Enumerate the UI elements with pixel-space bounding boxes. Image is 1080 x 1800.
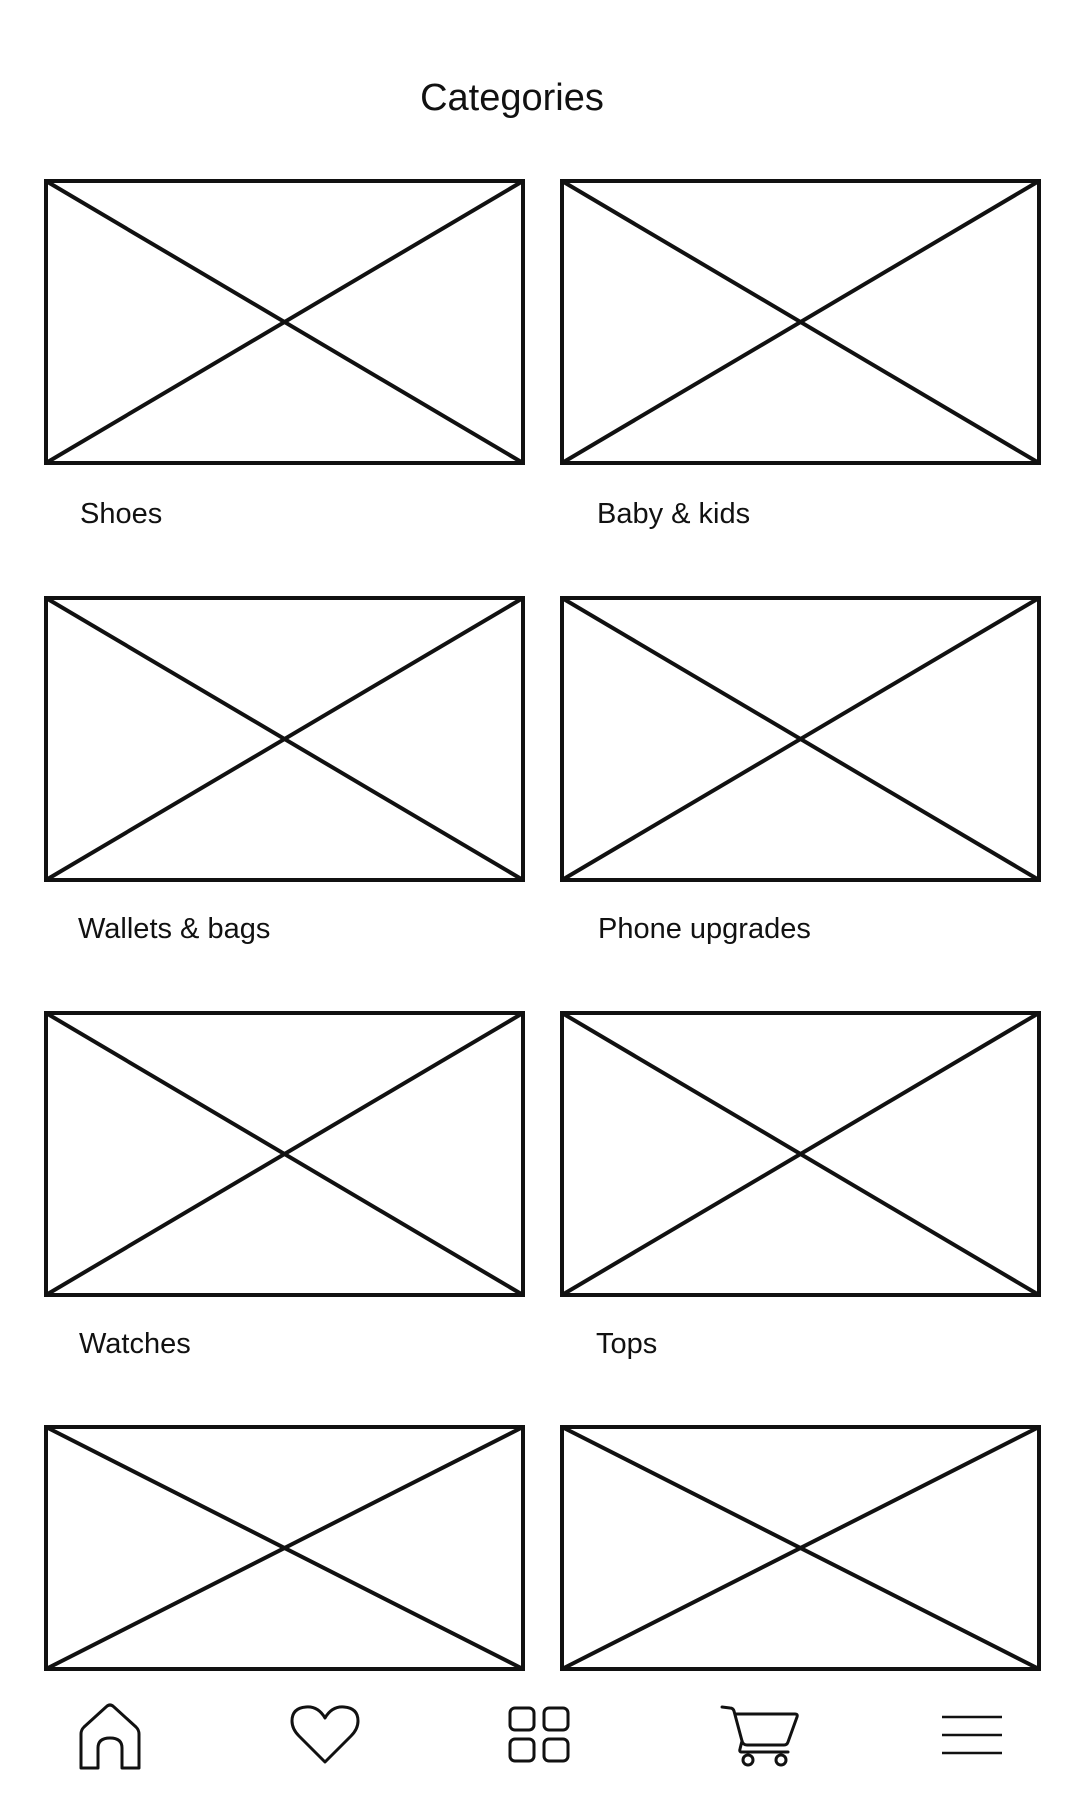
page-title: Categories xyxy=(420,77,604,119)
menu-button[interactable] xyxy=(922,1690,1022,1780)
image-placeholder xyxy=(560,596,1041,882)
home-button[interactable] xyxy=(60,1690,160,1780)
cart-icon xyxy=(720,1705,799,1767)
category-tile[interactable] xyxy=(560,1425,1041,1671)
category-label[interactable]: Watches xyxy=(79,1328,191,1360)
category-tile-shoes[interactable] xyxy=(44,179,525,465)
category-tile-baby-kids[interactable] xyxy=(560,179,1041,465)
image-placeholder xyxy=(44,179,525,465)
favorites-button[interactable] xyxy=(275,1690,375,1780)
cart-button[interactable] xyxy=(710,1690,810,1780)
category-label[interactable]: Wallets & bags xyxy=(78,913,271,945)
image-placeholder xyxy=(44,596,525,882)
category-tile-watches[interactable] xyxy=(44,1011,525,1297)
home-icon xyxy=(79,1703,141,1770)
category-tile-phone-upgrades[interactable] xyxy=(560,596,1041,882)
image-placeholder xyxy=(560,1011,1041,1297)
category-label[interactable]: Shoes xyxy=(80,498,163,530)
category-label[interactable]: Tops xyxy=(596,1328,658,1360)
category-tile[interactable] xyxy=(44,1425,525,1671)
image-placeholder xyxy=(560,179,1041,465)
grid-icon xyxy=(508,1706,570,1763)
category-tile-tops[interactable] xyxy=(560,1011,1041,1297)
image-placeholder xyxy=(44,1425,525,1671)
image-placeholder xyxy=(560,1425,1041,1671)
category-label[interactable]: Baby & kids xyxy=(597,498,751,530)
menu-icon xyxy=(942,1715,1002,1755)
image-placeholder xyxy=(44,1011,525,1297)
category-label[interactable]: Phone upgrades xyxy=(598,913,811,945)
category-tile-wallets-bags[interactable] xyxy=(44,596,525,882)
bottom-nav xyxy=(0,1690,1080,1800)
heart-icon xyxy=(290,1705,360,1764)
categories-button[interactable] xyxy=(490,1690,590,1780)
